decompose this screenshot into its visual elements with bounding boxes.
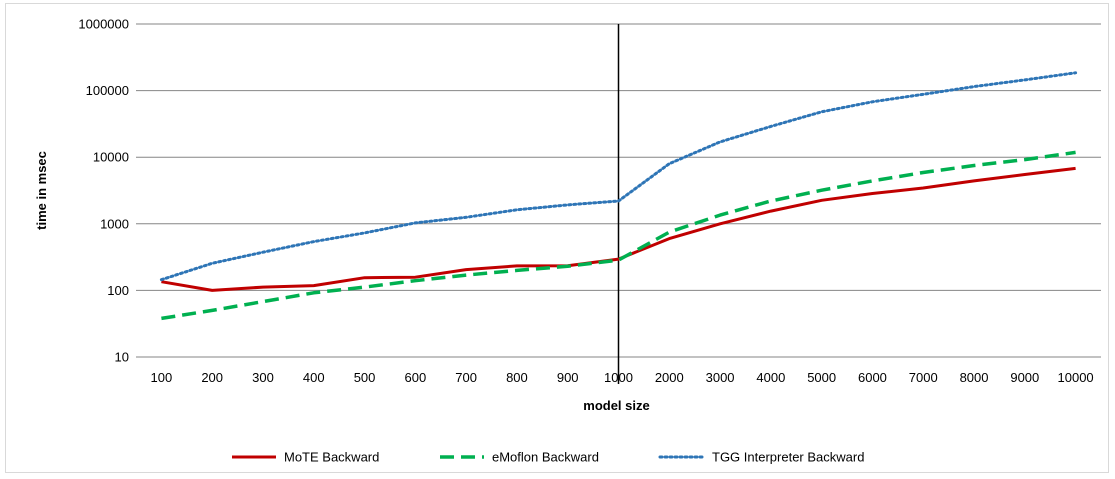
x-tick-label: 900 [557,370,579,385]
y-axis-ticks: 10 100 1000 10000 100000 1000000 [78,17,129,365]
x-tick-label: 9000 [1010,370,1039,385]
x-tick-label: 200 [201,370,223,385]
series-line-mote-backward [161,166,1076,292]
series-group [159,71,1078,321]
x-tick-label: 10000 [1058,370,1094,385]
x-tick-label: 3000 [706,370,735,385]
x-tick-label: 700 [455,370,477,385]
y-tick-label: 100000 [86,83,129,98]
x-axis-title: model size [583,398,649,413]
x-tick-label: 400 [303,370,325,385]
x-tick-label: 7000 [909,370,938,385]
x-tick-label: 100 [151,370,173,385]
legend: MoTE Backward eMoflon Backward TGG Interpr… [232,450,864,465]
x-axis-ticks: 100 200 300 400 500 600 700 800 900 1000 2000 3000 4… [151,370,1094,385]
x-tick-label: 4000 [756,370,785,385]
y-tick-label: 10 [115,350,129,365]
x-tick-label: 8000 [960,370,989,385]
x-tick-label: 6000 [858,370,887,385]
y-axis-title: time in msec [34,151,49,230]
x-tick-label: 2000 [655,370,684,385]
x-tick-label: 800 [506,370,528,385]
series-line-emoflon-backward [161,150,1076,321]
series-line-tgg-interpreter-backward [159,71,1078,282]
x-tick-label: 600 [404,370,426,385]
legend-label: eMoflon Backward [492,450,599,465]
x-tick-label: 500 [354,370,376,385]
x-tick-label: 300 [252,370,274,385]
legend-label: MoTE Backward [284,450,379,465]
y-tick-label: 1000 [100,216,129,231]
y-tick-label: 1000000 [78,17,129,32]
y-tick-label: 100 [107,283,129,298]
legend-label: TGG Interpreter Backward [712,450,864,465]
x-tick-label: 5000 [807,370,836,385]
y-tick-label: 10000 [93,150,129,165]
chart-frame [5,3,1109,473]
